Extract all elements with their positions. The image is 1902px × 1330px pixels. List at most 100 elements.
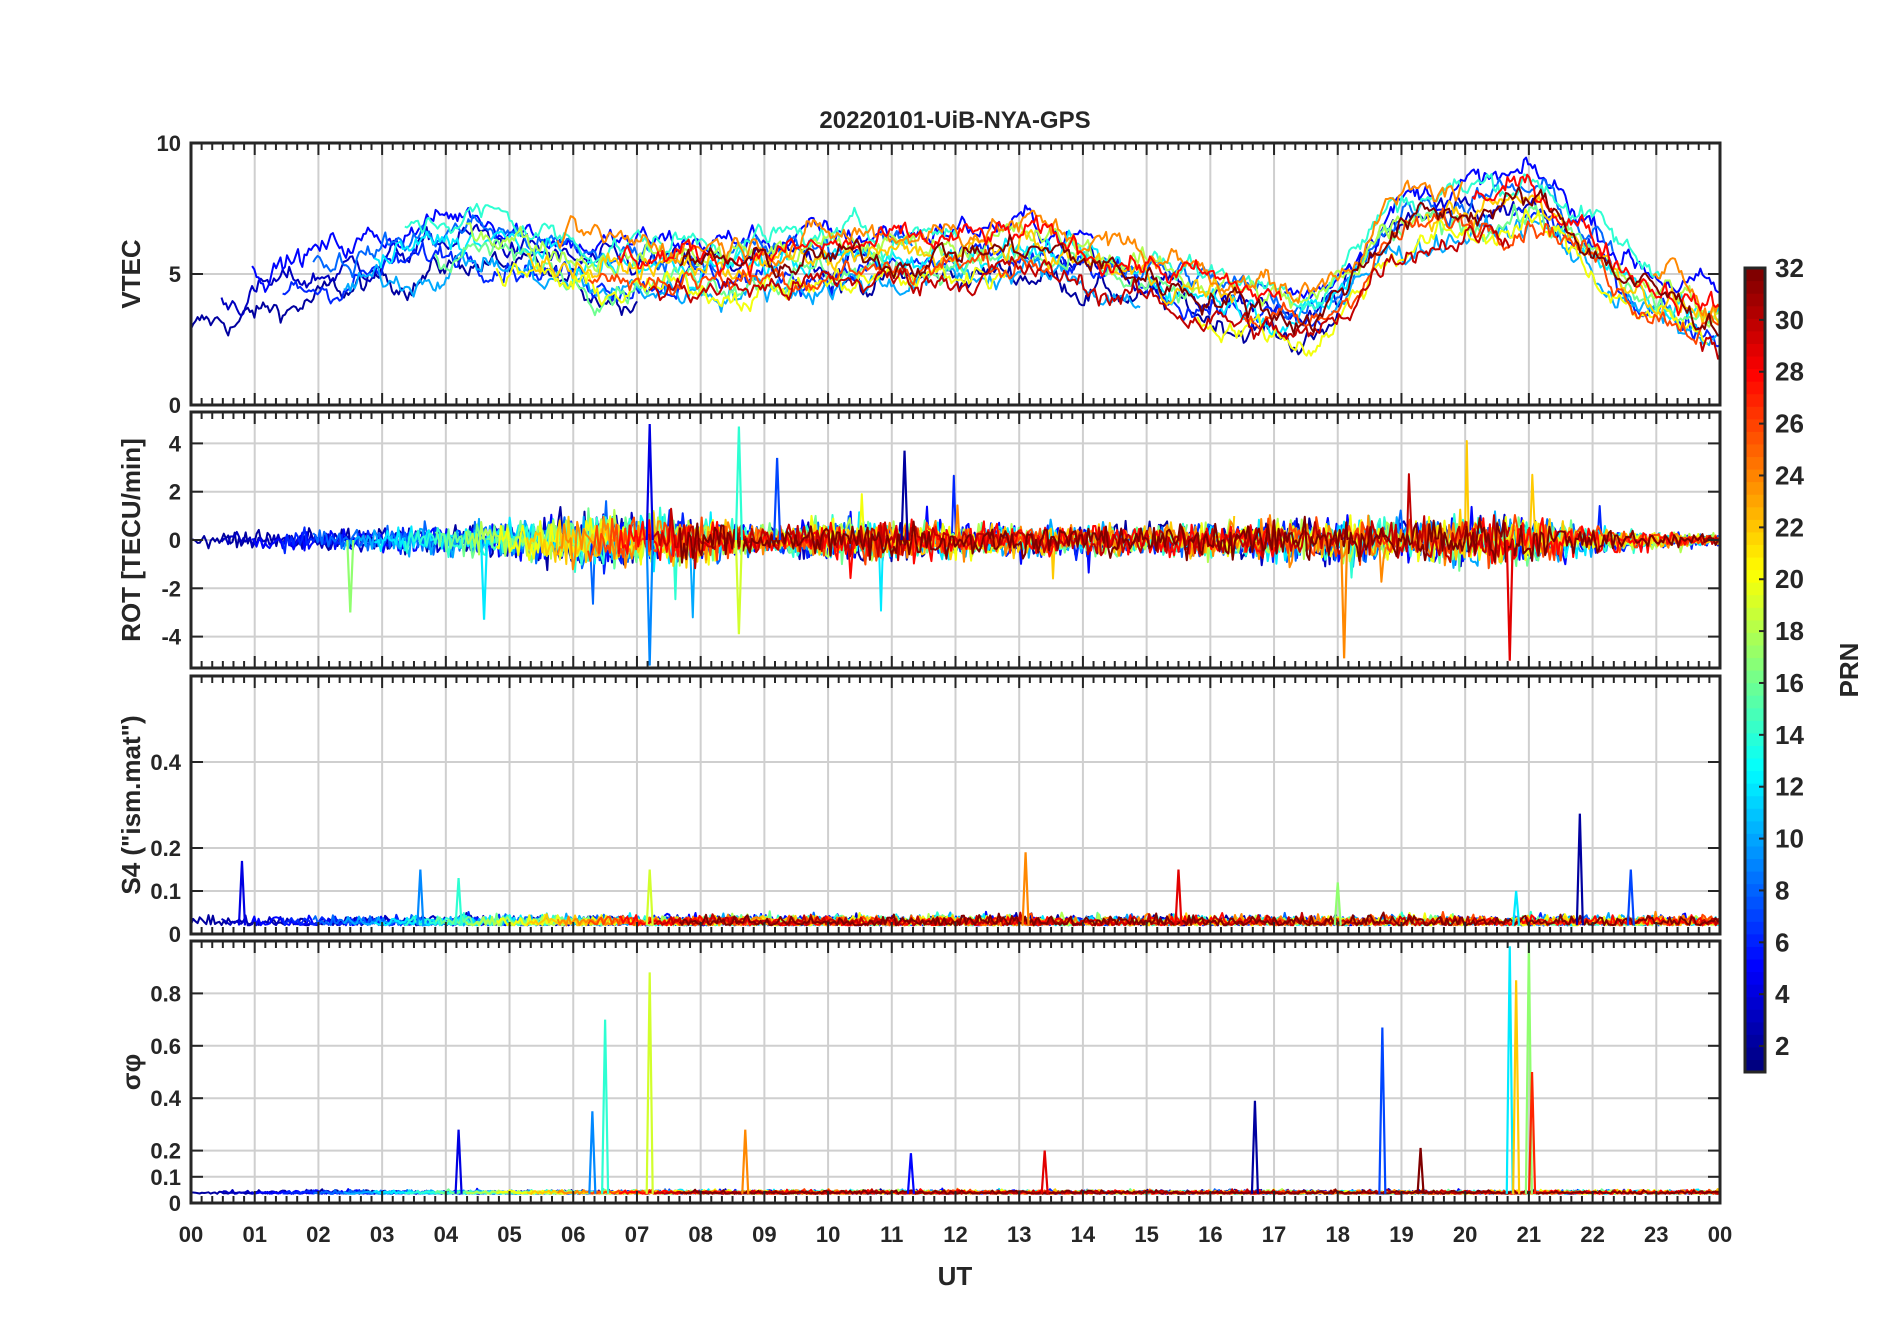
y-tick-label: 0.8 — [150, 981, 181, 1006]
spike-mark — [906, 1153, 916, 1194]
colorbar-tick-label: 10 — [1775, 824, 1804, 854]
colorbar-segment — [1745, 494, 1765, 508]
colorbar-tick-label: 22 — [1775, 512, 1804, 542]
series-group-sigma — [191, 941, 1720, 1195]
y-tick-label: 0 — [169, 922, 181, 947]
panel-vtec: 0 5 10 VTEC — [116, 131, 1722, 418]
series-group-rot — [191, 424, 1720, 666]
y-tick-label: 4 — [169, 431, 182, 456]
colorbar-segment — [1745, 355, 1765, 370]
spike-mark — [1416, 1147, 1425, 1194]
x-tick-label: 13 — [1007, 1222, 1031, 1247]
x-tick-label: 14 — [1071, 1222, 1096, 1247]
x-tick-label: 05 — [497, 1222, 521, 1247]
colorbar-segment — [1745, 318, 1765, 332]
colorbar-segment — [1745, 594, 1765, 608]
colorbar-segment — [1745, 1059, 1765, 1073]
spike-mark — [1527, 1071, 1537, 1194]
colorbar-segment — [1745, 280, 1765, 294]
x-tick-label: 00 — [179, 1222, 203, 1247]
x-tick-labels: 00 01 02 03 04 05 06 07 08 09 10 11 12 13 14 15 16 17 18 19… — [179, 1222, 1732, 1247]
colorbar-segment — [1745, 971, 1765, 985]
colorbar-segment — [1745, 381, 1765, 395]
colorbar-segment — [1745, 1009, 1765, 1023]
colorbar-label: PRN — [1834, 643, 1864, 698]
x-tick-label: 01 — [242, 1222, 266, 1247]
spike-mark — [346, 539, 355, 613]
colorbar-segment — [1745, 984, 1765, 998]
y-tick-label: 0 — [169, 1191, 181, 1216]
series-line-prn-30 — [648, 224, 1720, 360]
spike-mark — [1512, 980, 1521, 1194]
colorbar-tick-label: 14 — [1775, 720, 1804, 750]
colorbar-segment — [1745, 720, 1765, 734]
colorbar-segment — [1745, 657, 1765, 671]
spike-mark — [479, 539, 489, 620]
y-tick-label: 0.6 — [150, 1034, 181, 1059]
y-tick-label: 0 — [169, 393, 181, 418]
y-axis-label-s4: S4 ("ism.mat") — [116, 715, 146, 894]
spike-mark — [454, 878, 463, 926]
spike-mark — [1505, 539, 1514, 661]
colorbar-segment — [1745, 582, 1765, 596]
spike-mark — [1333, 882, 1342, 926]
colorbar-tick-label: 4 — [1775, 979, 1790, 1009]
colorbar-segment — [1745, 670, 1765, 684]
colorbar-segment — [1745, 305, 1765, 319]
colorbar-segment — [1745, 695, 1765, 709]
spike-mark — [416, 869, 425, 926]
colorbar-segment — [1745, 757, 1765, 772]
colorbar-segment — [1745, 1021, 1765, 1035]
x-tick-label: 16 — [1198, 1222, 1222, 1247]
spike-mark — [734, 426, 743, 541]
colorbar-tick-label: 18 — [1775, 616, 1804, 646]
x-tick-label: 23 — [1644, 1222, 1668, 1247]
x-tick-label: 11 — [880, 1222, 903, 1247]
x-tick-label: 15 — [1134, 1222, 1158, 1247]
y-axis-label-sigma: σφ — [116, 1054, 146, 1090]
colorbar-segment — [1745, 745, 1765, 759]
series-line-prn-32 — [679, 186, 1720, 337]
colorbar-segment — [1745, 707, 1765, 721]
colorbar-segment — [1745, 1034, 1765, 1048]
colorbar-segment — [1745, 996, 1765, 1010]
spike-mark — [645, 972, 654, 1194]
colorbar-tick-label: 26 — [1775, 409, 1804, 439]
series-line-prn-32 — [679, 1188, 1720, 1195]
colorbar-segment — [1745, 820, 1765, 834]
spike-mark — [773, 457, 782, 541]
y-tick-label: 2 — [169, 480, 181, 505]
colorbar-segment — [1745, 1046, 1765, 1061]
spike-mark — [1505, 946, 1514, 1194]
colorbar-segment — [1745, 456, 1765, 470]
colorbar-segment — [1745, 330, 1765, 344]
x-tick-label: 09 — [752, 1222, 776, 1247]
colorbar-segment — [1745, 858, 1765, 872]
colorbar-segment — [1745, 406, 1765, 420]
colorbar-segment — [1745, 896, 1765, 910]
colorbar-segment — [1745, 544, 1765, 558]
spike-mark — [454, 1129, 463, 1194]
panel-rot: -4 -2 0 2 4 ROT [TECU/min] — [116, 410, 1722, 670]
y-tick-label: 0.4 — [150, 1086, 181, 1111]
spike-mark — [645, 424, 654, 541]
colorbar-segment — [1745, 556, 1765, 571]
colorbar-segment — [1745, 808, 1765, 822]
y-tick-label: -4 — [161, 625, 181, 650]
colorbar-segment — [1745, 343, 1765, 357]
spike-mark — [900, 450, 909, 541]
colorbar-segment — [1745, 958, 1765, 973]
series-line-prn-26 — [587, 207, 1720, 345]
spike-mark — [1250, 1100, 1260, 1194]
spike-mark — [645, 869, 654, 926]
colorbar-segment — [1745, 506, 1765, 520]
y-tick-label: 5 — [169, 262, 181, 287]
spike-mark — [1040, 1150, 1049, 1194]
series-line-prn-30 — [648, 473, 1720, 570]
colorbar-segment — [1745, 431, 1765, 445]
colorbar-segment — [1745, 619, 1765, 633]
colorbar-segment — [1745, 607, 1765, 621]
colorbar-segment — [1745, 418, 1765, 432]
x-tick-label: 12 — [943, 1222, 967, 1247]
